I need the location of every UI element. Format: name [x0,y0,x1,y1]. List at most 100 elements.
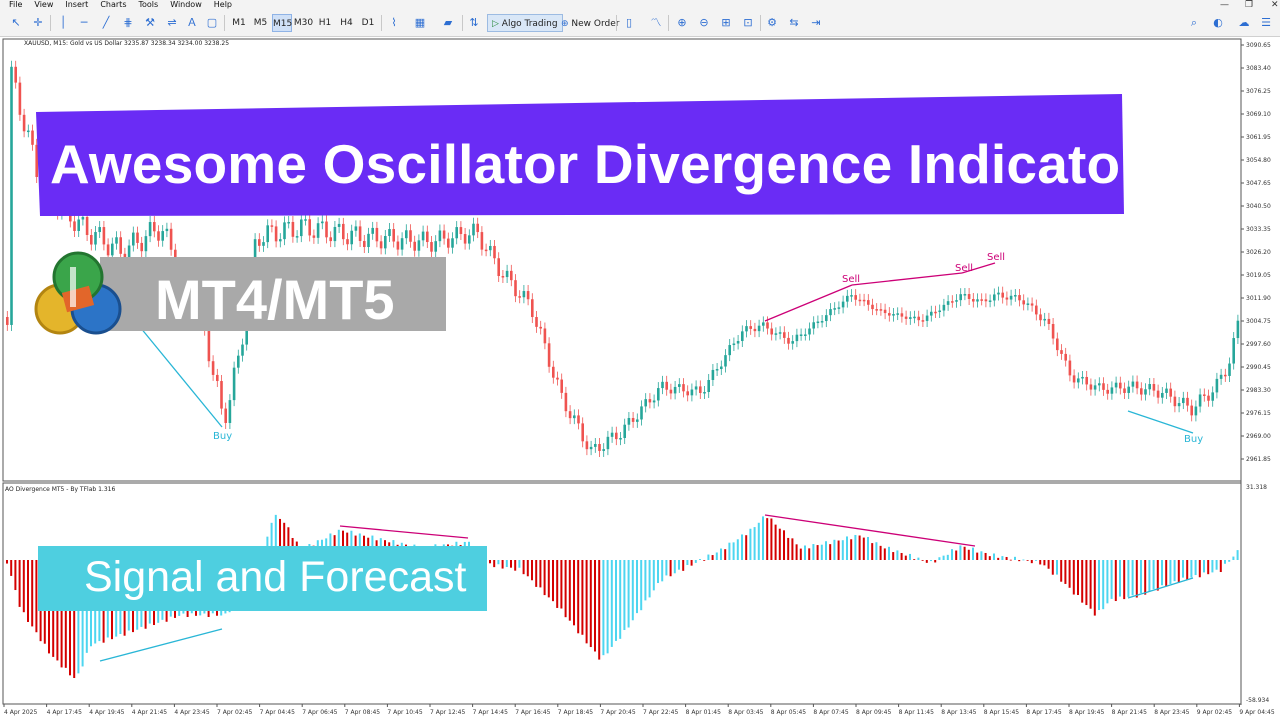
horizontal-line-icon[interactable]: ─ [80,16,88,29]
candle-body [274,226,278,242]
menu-insert[interactable]: Insert [65,0,89,9]
candle-body [31,130,34,145]
ao-histogram-bar [619,560,622,639]
folder-icon[interactable]: ▰ [443,16,453,29]
timeframe-m1[interactable]: M1 [232,18,246,28]
ao-histogram-bar [1098,560,1100,611]
menu-window[interactable]: Window [170,0,202,9]
price-tick-label: 2983.30 [1246,387,1271,394]
menu-help[interactable]: Help [213,0,232,9]
channel-icon[interactable]: ⋕ [123,16,133,29]
menu-charts[interactable]: Charts [100,0,127,9]
options-icon[interactable]: ☰ [1261,16,1271,29]
candle-body [724,355,727,367]
bar-chart-icon[interactable]: ▯ [625,16,633,29]
ao-histogram-bar [1043,560,1046,566]
menu-file[interactable]: File [9,0,23,9]
candle-body [291,221,295,237]
chart-shift-icon[interactable]: ⇥ [811,16,821,29]
grid-icon[interactable]: ⊞ [721,16,731,29]
candle-body [207,329,211,362]
chart-area[interactable]: 3090.65 3083.40 3076.25 3069.10 3061.95 3054.… [0,37,1280,720]
toolbar-separator [50,15,51,31]
ao-histogram-bar [1064,560,1067,584]
candle-body [598,444,601,451]
ao-histogram-bar [77,560,80,674]
fibonacci-icon[interactable]: ⚒ [145,16,155,29]
candle-body [392,229,395,242]
properties-icon[interactable]: ⚙ [767,16,777,29]
timeframe-h4[interactable]: H4 [340,18,353,28]
candle-body [98,227,101,233]
zoom-out-icon[interactable]: ⊖ [699,16,709,29]
ao-histogram-bar [669,560,672,577]
shift-icon[interactable]: ⇆ [789,16,799,29]
ao-histogram-bar [1186,560,1189,580]
candle-body [615,432,618,440]
candle-body [1161,392,1164,398]
candle-body [161,231,164,241]
candle-body [451,238,454,248]
template-icon[interactable]: ▦ [414,16,426,29]
menu-tools[interactable]: Tools [138,0,159,9]
ao-histogram-bar [522,560,525,575]
candle-body [728,345,731,356]
candle-body [871,304,874,310]
ao-sell-divergence-line [339,525,469,539]
candle-body [1022,300,1025,305]
time-tick-label: 7 Apr 22:45 [643,709,678,716]
platform-text: MT4/MT5 [155,268,395,331]
zoom-in-icon[interactable]: ⊕ [677,16,687,29]
new-order-button[interactable]: ⊕ New Order [556,14,624,32]
ao-histogram-bar [938,557,941,560]
restore-button[interactable]: ❐ [1245,0,1254,10]
candle-body [1026,303,1030,305]
chart-type-icon[interactable]: ⌇ [391,16,397,29]
search-icon[interactable]: ⌕ [1190,16,1198,29]
candle-body [35,144,38,178]
timeframe-m5[interactable]: M5 [253,18,268,28]
ao-histogram-bar [795,544,798,560]
text-icon[interactable]: Ａ [186,16,198,29]
timeframe-d1[interactable]: D1 [361,18,375,28]
candle-body [295,236,299,238]
time-tick-label: 9 Apr 04:45 [1239,709,1274,716]
timeframe-h1[interactable]: H1 [318,18,332,28]
trendline-icon[interactable]: ╱ [102,16,110,29]
candle-body [463,234,467,244]
indicators-icon[interactable]: 〽 [650,16,662,29]
depth-of-market-icon[interactable]: ⇅ [469,16,479,29]
shapes-icon[interactable]: ▢ [206,16,218,29]
ao-histogram-bar [581,560,584,635]
autoscroll-icon[interactable]: ⊡ [743,16,753,29]
ao-histogram-bar [762,516,764,560]
candle-body [379,241,383,249]
alerts-icon[interactable]: ◐ [1213,16,1223,29]
arrows-icon[interactable]: ⇌ [167,16,177,29]
crosshair-icon[interactable]: ✛ [33,16,43,29]
candle-body [1056,338,1059,351]
timeframe-m30[interactable]: M30 [293,18,314,28]
candle-body [967,294,971,300]
cursor-icon[interactable]: ↖ [11,16,21,29]
cloud-icon[interactable]: ☁ [1238,16,1250,29]
timeframe-m15[interactable]: M15 [272,14,292,32]
algo-trading-button[interactable]: ▷ Algo Trading [487,14,563,32]
ao-histogram-bar [1110,560,1113,599]
ao-histogram-bar [283,522,286,560]
ao-histogram-bar [510,560,512,568]
ao-histogram-bar [699,559,701,560]
ao-histogram-bar [539,560,542,588]
close-button[interactable]: ✕ [1271,0,1279,10]
menu-view[interactable]: View [34,0,54,9]
minimize-button[interactable]: — [1220,0,1229,10]
time-tick-label: 8 Apr 09:45 [856,709,891,716]
candle-body [1169,388,1172,397]
candle-body [913,316,916,319]
ao-histogram-bar [573,560,575,626]
candle-body [652,400,656,403]
candle-body [258,239,261,246]
vertical-line-icon[interactable]: │ [59,16,67,29]
time-tick-label: 4 Apr 23:45 [174,709,209,716]
ao-histogram-bar [1215,560,1218,570]
